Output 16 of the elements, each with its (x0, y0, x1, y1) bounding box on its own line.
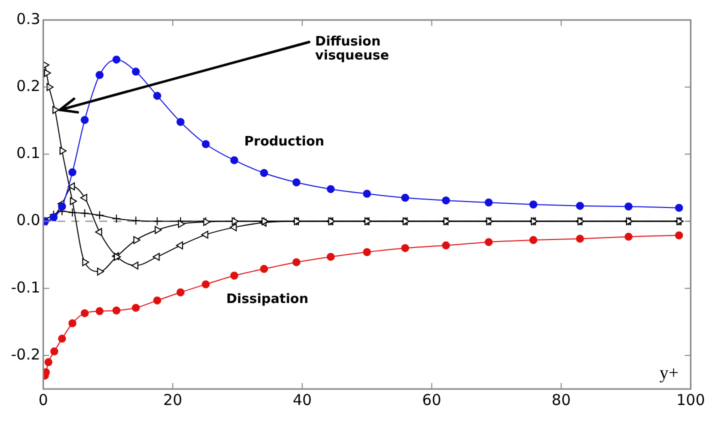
x-tick-label: 100 (676, 390, 706, 409)
y-tick-label: -0.1 (10, 278, 40, 296)
y-tick-label: 0.0 (16, 211, 40, 230)
x-tick-label: 60 (422, 390, 442, 409)
x-tick-label: 80 (552, 390, 571, 409)
y-tick-label: 0.1 (16, 144, 40, 162)
x-tick-label: 0 (38, 390, 48, 409)
series-label: Dissipation (226, 292, 308, 307)
x-axis-title: y+ (660, 362, 679, 383)
x-tick-label: 40 (292, 390, 312, 409)
x-tick-label: 20 (163, 390, 182, 409)
y-tick-label: 0.3 (16, 10, 40, 28)
y-tick-label: -0.2 (10, 345, 40, 364)
text: Diffusion visqueuse (315, 34, 390, 64)
y-tick-label: 0.2 (16, 76, 40, 95)
series-label: Production (244, 134, 324, 150)
